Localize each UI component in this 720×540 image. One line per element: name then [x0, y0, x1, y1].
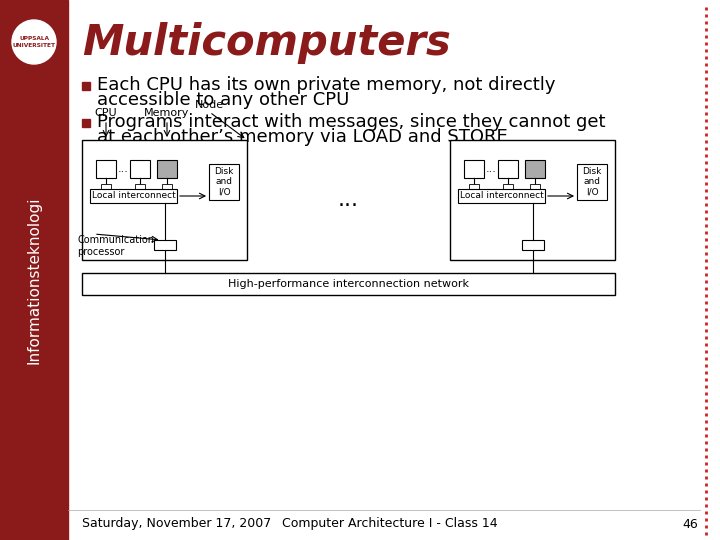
- Bar: [525, 160, 545, 178]
- Text: Node: Node: [195, 100, 224, 110]
- Text: ...: ...: [338, 190, 359, 210]
- Bar: [464, 160, 484, 178]
- Text: accessible to any other CPU: accessible to any other CPU: [97, 91, 349, 109]
- Text: ...: ...: [485, 164, 496, 174]
- Bar: [503, 184, 513, 189]
- Text: at each other’s memory via LOAD and STORE: at each other’s memory via LOAD and STOR…: [97, 128, 508, 146]
- Bar: [162, 184, 172, 189]
- Bar: [530, 184, 540, 189]
- Bar: [209, 164, 239, 200]
- Text: Memory: Memory: [144, 108, 189, 118]
- Text: Saturday, November 17, 2007: Saturday, November 17, 2007: [82, 517, 271, 530]
- Text: Each CPU has its own private memory, not directly: Each CPU has its own private memory, not…: [97, 76, 556, 94]
- Bar: [157, 160, 177, 178]
- Bar: [458, 189, 545, 203]
- Bar: [469, 184, 479, 189]
- Text: High-performance interconnection network: High-performance interconnection network: [228, 279, 469, 289]
- Text: ...: ...: [117, 164, 128, 174]
- Text: Computer Architecture I - Class 14: Computer Architecture I - Class 14: [282, 517, 498, 530]
- Bar: [577, 164, 607, 200]
- Bar: [82, 140, 247, 260]
- Bar: [90, 189, 177, 203]
- Text: CPU: CPU: [95, 108, 117, 118]
- Text: Programs interact with messages, since they cannot get: Programs interact with messages, since t…: [97, 113, 606, 131]
- Bar: [130, 160, 150, 178]
- Text: UPPSALA
UNIVERSITET: UPPSALA UNIVERSITET: [12, 36, 55, 48]
- Text: Disk
and
I/O: Disk and I/O: [215, 167, 234, 197]
- Text: Informationsteknologi: Informationsteknologi: [27, 196, 42, 364]
- Text: Multicomputers: Multicomputers: [82, 22, 451, 64]
- Bar: [0, 0, 68, 540]
- Bar: [521, 240, 544, 250]
- Bar: [153, 240, 176, 250]
- Bar: [96, 160, 116, 178]
- Bar: [82, 273, 615, 295]
- Bar: [450, 140, 615, 260]
- Text: Communication
processor: Communication processor: [77, 235, 154, 256]
- Bar: [82, 82, 90, 90]
- Text: Local interconnect: Local interconnect: [91, 192, 176, 200]
- Text: Disk
and
I/O: Disk and I/O: [582, 167, 602, 197]
- Text: 46: 46: [683, 517, 698, 530]
- Text: Local interconnect: Local interconnect: [459, 192, 544, 200]
- Bar: [101, 184, 111, 189]
- Bar: [135, 184, 145, 189]
- Bar: [498, 160, 518, 178]
- Bar: [82, 119, 90, 127]
- Circle shape: [12, 20, 56, 64]
